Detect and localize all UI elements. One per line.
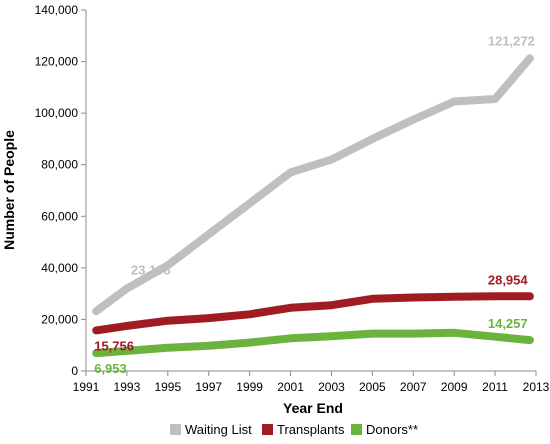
data-label-transplants: 28,954 (488, 272, 529, 287)
data-label-waiting-list: 23,198 (131, 262, 171, 277)
x-tick-label: 2005 (359, 380, 386, 394)
y-tick-label: 140,000 (35, 3, 79, 17)
data-label-waiting-list: 121,272 (488, 33, 535, 48)
series-line-waiting-list (92, 54, 534, 316)
legend-label-donors: Donors** (366, 422, 418, 437)
legend: Waiting List Transplants Donors** (170, 422, 418, 437)
legend-swatch-transplants (262, 424, 273, 435)
legend-swatch-waiting-list (170, 424, 181, 435)
x-tick-label: 1993 (114, 380, 141, 394)
series-lines (92, 54, 534, 358)
x-tick-label: 1997 (195, 380, 222, 394)
y-tick-label: 40,000 (41, 261, 78, 275)
x-tick-label: 2007 (400, 380, 427, 394)
x-tick-label: 2013 (523, 380, 550, 394)
data-label-donors: 14,257 (488, 316, 528, 331)
x-tick-label: 2003 (318, 380, 345, 394)
data-label-transplants: 15,756 (94, 338, 134, 353)
x-tick-label: 1999 (236, 380, 263, 394)
legend-label-transplants: Transplants (277, 422, 345, 437)
data-labels: 23,198 121,272 15,756 28,954 6,953 14,257 (94, 33, 535, 376)
y-tick-label: 120,000 (35, 55, 79, 69)
legend-swatch-donors (351, 424, 362, 435)
series-line-donors (92, 328, 534, 358)
y-tick-label: 80,000 (41, 158, 78, 172)
x-tick-label: 2009 (441, 380, 468, 394)
data-label-donors: 6,953 (94, 361, 127, 376)
x-tick-label: 1991 (73, 380, 100, 394)
x-tick-label: 2001 (277, 380, 304, 394)
y-tick-label: 20,000 (41, 312, 78, 326)
y-tick-label: 0 (71, 364, 78, 378)
x-tick-label: 2011 (482, 380, 508, 394)
y-axis-ticks: 0 20,000 40,000 60,000 80,000 100,000 120,000 1… (35, 3, 86, 378)
x-axis-title: Year End (283, 400, 343, 416)
y-tick-label: 60,000 (41, 209, 78, 223)
legend-label-waiting-list: Waiting List (185, 422, 252, 437)
y-tick-label: 100,000 (35, 106, 79, 120)
x-tick-label: 1995 (154, 380, 181, 394)
y-axis-title: Number of People (1, 130, 17, 250)
x-axis-ticks: 1991 1993 1995 1997 1999 2001 2003 2005 2007 2009… (73, 371, 550, 394)
series-line-transplants (92, 292, 534, 335)
axes (85, 10, 536, 372)
